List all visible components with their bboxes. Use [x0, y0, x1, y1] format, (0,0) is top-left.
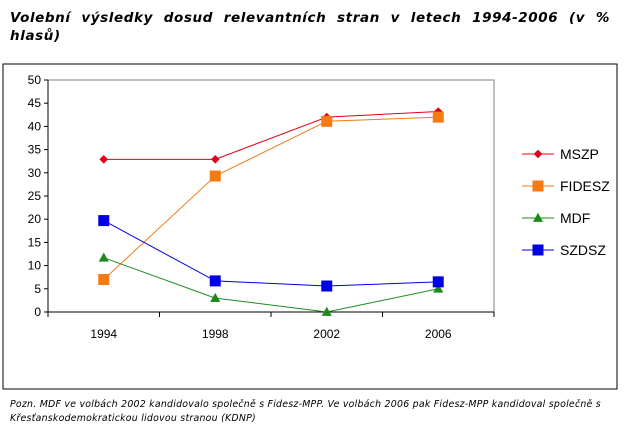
- legend-item-szdsz: SZDSZ: [522, 242, 606, 258]
- y-tick-label: 20: [28, 212, 42, 226]
- y-tick-label: 25: [28, 189, 42, 203]
- data-point: [432, 111, 444, 123]
- legend-label: MDF: [560, 210, 590, 226]
- legend-item-mszp: MSZP: [522, 146, 599, 162]
- y-tick-label: 30: [28, 166, 42, 180]
- y-tick-label: 10: [28, 259, 42, 273]
- data-point: [432, 276, 444, 288]
- x-tick-label: 2006: [425, 327, 452, 341]
- y-tick-label: 15: [28, 235, 42, 249]
- x-tick-label: 1998: [202, 327, 229, 341]
- legend-marker: [532, 212, 544, 222]
- data-point: [209, 275, 221, 287]
- legend-label: MSZP: [560, 146, 599, 162]
- legend-label: SZDSZ: [560, 242, 606, 258]
- data-point: [433, 283, 444, 293]
- chart-frame: [2, 63, 618, 390]
- y-tick-label: 35: [28, 143, 42, 157]
- data-point: [321, 115, 333, 127]
- plot-area: [47, 79, 495, 313]
- x-tick-label: 1994: [90, 327, 117, 341]
- legend: MSZP FIDESZ MDF SZDSZ: [522, 146, 610, 258]
- data-point: [98, 252, 109, 262]
- legend-marker: [532, 180, 544, 192]
- y-tick-label: 0: [34, 305, 41, 319]
- series-mdf: [98, 252, 444, 316]
- footnote: Pozn. MDF ve volbách 2002 kandidovalo sp…: [10, 399, 601, 424]
- series-szdsz: [98, 215, 444, 292]
- series-fidesz: [98, 111, 444, 286]
- series-mszp: [99, 107, 443, 164]
- y-tick-label: 40: [28, 119, 42, 133]
- series-line: [103, 111, 439, 160]
- series-line: [103, 257, 439, 313]
- y-tick-label: 45: [28, 96, 42, 110]
- data-point: [98, 215, 110, 227]
- legend-item-mdf: MDF: [522, 210, 590, 226]
- axes: 0 5 10 15 20 25 30 35 40 45 50 1994 1998 2002 2006: [28, 73, 495, 341]
- data-point: [99, 155, 109, 164]
- data-point: [209, 170, 221, 182]
- y-tick-label: 5: [34, 282, 41, 296]
- data-point: [210, 155, 220, 164]
- line-chart: 0 5 10 15 20 25 30 35 40 45 50 1994 1998 2002 2006 MSZ…: [2, 63, 618, 390]
- data-point: [321, 306, 332, 316]
- legend-marker: [533, 149, 543, 159]
- data-point: [98, 274, 110, 286]
- series-line: [103, 116, 439, 280]
- series-line: [103, 220, 439, 287]
- chart-title: Volební výsledky dosud relevantních stra…: [10, 10, 610, 44]
- x-tick-label: 2002: [313, 327, 340, 341]
- y-tick-label: 50: [28, 73, 42, 87]
- data-point: [321, 280, 333, 292]
- legend-marker: [532, 244, 544, 256]
- legend-item-fidesz: FIDESZ: [522, 178, 610, 194]
- legend-label: FIDESZ: [560, 178, 610, 194]
- series-layer: [98, 107, 444, 316]
- data-point: [210, 292, 221, 302]
